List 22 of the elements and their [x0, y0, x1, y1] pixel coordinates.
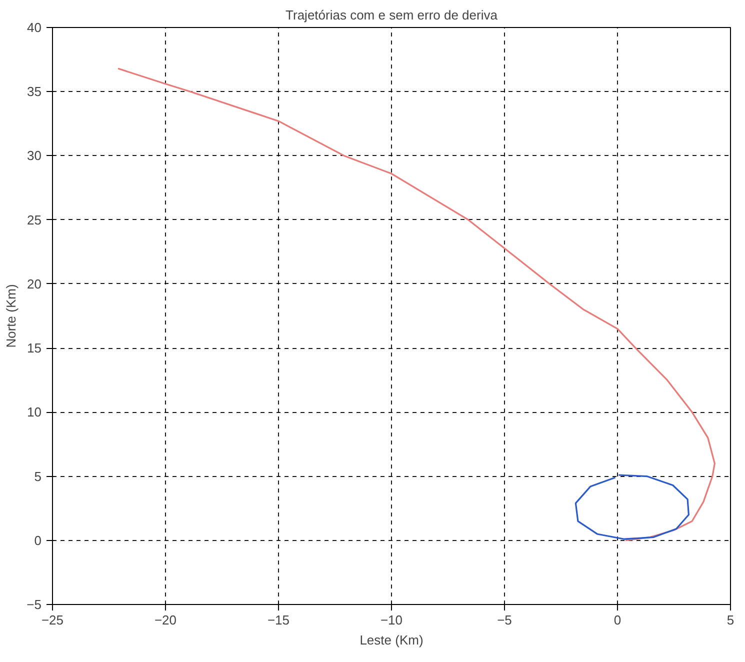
x-tick-label: 0: [614, 612, 622, 628]
x-tick-label: −20: [154, 612, 177, 628]
y-tick-label: 25: [27, 212, 42, 228]
y-tick-label: 0: [34, 532, 42, 548]
x-tick-label: −10: [380, 612, 403, 628]
y-tick-label: 40: [27, 20, 42, 35]
y-axis-title: Norte (Km): [4, 284, 19, 348]
y-tick-label: −5: [26, 597, 42, 612]
y-tick-label: 20: [27, 276, 42, 292]
chart-title: Trajetórias com e sem erro de deriva: [286, 8, 498, 22]
x-tick-label: −15: [267, 612, 290, 628]
y-tick-label: 15: [27, 340, 42, 356]
x-tick-label: −25: [41, 612, 64, 628]
y-tick-label: 35: [27, 84, 42, 100]
y-tick-label: 5: [34, 468, 42, 484]
y-tick-label: 30: [27, 148, 42, 164]
x-tick-label: −5: [497, 612, 512, 628]
y-tick-label: 10: [27, 404, 42, 420]
line-series: [574, 474, 690, 540]
x-tick-label: 5: [726, 612, 734, 628]
line-series: [117, 68, 716, 542]
x-axis-title: Leste (Km): [360, 632, 424, 648]
